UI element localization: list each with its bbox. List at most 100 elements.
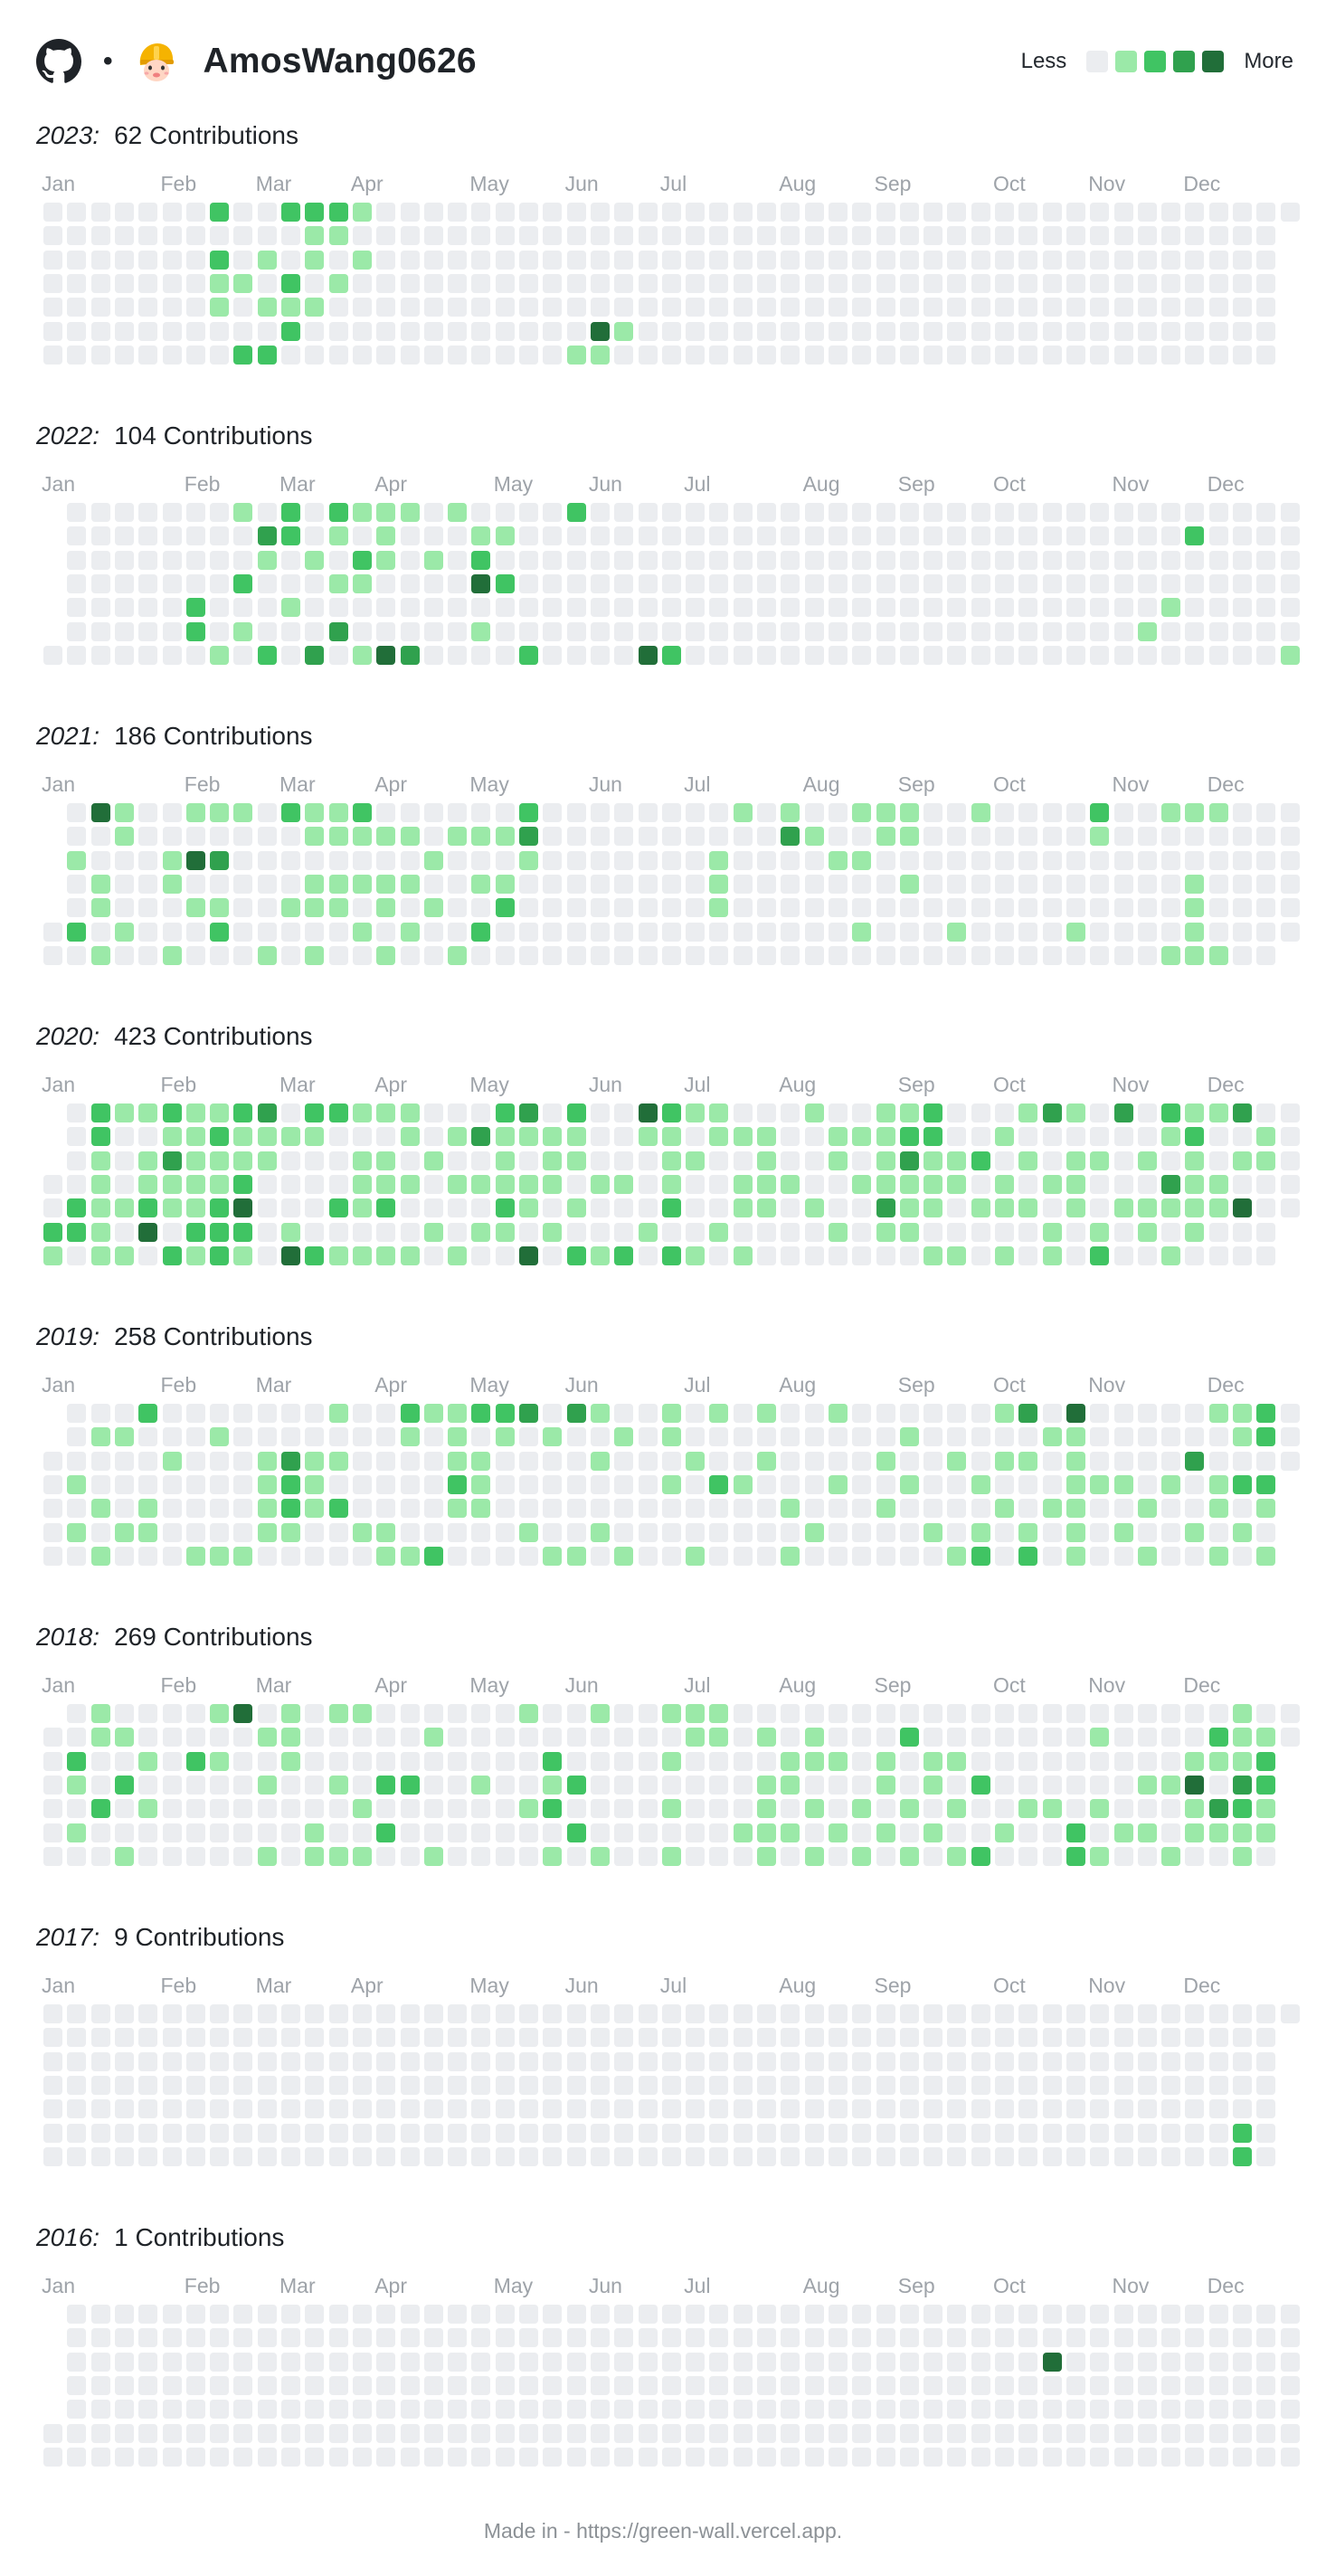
day-cell[interactable] [305, 2028, 325, 2048]
day-cell[interactable] [185, 226, 205, 246]
day-cell[interactable] [1090, 827, 1110, 847]
day-cell[interactable] [114, 1474, 134, 1494]
day-cell[interactable] [947, 2123, 967, 2143]
day-cell[interactable] [661, 2328, 681, 2348]
day-cell[interactable] [757, 1799, 776, 1819]
day-cell[interactable] [210, 298, 230, 317]
day-cell[interactable] [638, 803, 658, 822]
day-cell[interactable] [876, 1103, 895, 1122]
day-cell[interactable] [1233, 922, 1252, 942]
day-cell[interactable] [781, 345, 800, 365]
day-cell[interactable] [138, 1522, 158, 1542]
day-cell[interactable] [257, 1404, 277, 1423]
day-cell[interactable] [162, 1474, 182, 1494]
day-cell[interactable] [1161, 273, 1181, 293]
day-cell[interactable] [899, 2423, 919, 2443]
day-cell[interactable] [543, 2123, 563, 2143]
day-cell[interactable] [43, 1198, 62, 1218]
day-cell[interactable] [305, 1823, 325, 1842]
day-cell[interactable] [519, 1451, 538, 1471]
day-cell[interactable] [757, 345, 776, 365]
day-cell[interactable] [733, 1245, 753, 1265]
day-cell[interactable] [328, 1427, 348, 1447]
day-cell[interactable] [114, 803, 134, 822]
day-cell[interactable] [852, 621, 872, 641]
day-cell[interactable] [138, 850, 158, 870]
day-cell[interactable] [1137, 2028, 1157, 2048]
day-cell[interactable] [210, 2004, 230, 2023]
day-cell[interactable] [995, 2099, 1014, 2119]
day-cell[interactable] [67, 1846, 87, 1866]
day-cell[interactable] [733, 1151, 753, 1170]
day-cell[interactable] [828, 2028, 848, 2048]
day-cell[interactable] [162, 2423, 182, 2443]
day-cell[interactable] [1280, 203, 1300, 222]
day-cell[interactable] [1233, 1404, 1252, 1423]
day-cell[interactable] [1208, 2099, 1228, 2119]
day-cell[interactable] [423, 1704, 443, 1723]
day-cell[interactable] [923, 2375, 943, 2395]
day-cell[interactable] [995, 621, 1014, 641]
day-cell[interactable] [1090, 2146, 1110, 2166]
day-cell[interactable] [876, 1474, 895, 1494]
day-cell[interactable] [90, 1222, 110, 1242]
day-cell[interactable] [352, 1522, 372, 1542]
day-cell[interactable] [376, 1474, 396, 1494]
day-cell[interactable] [1113, 298, 1133, 317]
day-cell[interactable] [638, 1151, 658, 1170]
day-cell[interactable] [471, 203, 491, 222]
day-cell[interactable] [448, 1522, 468, 1542]
day-cell[interactable] [185, 573, 205, 593]
day-cell[interactable] [781, 1222, 800, 1242]
day-cell[interactable] [495, 250, 515, 270]
day-cell[interactable] [566, 922, 586, 942]
day-cell[interactable] [328, 2028, 348, 2048]
day-cell[interactable] [638, 345, 658, 365]
day-cell[interactable] [1185, 922, 1205, 942]
day-cell[interactable] [352, 2328, 372, 2348]
day-cell[interactable] [305, 2099, 325, 2119]
day-cell[interactable] [1113, 1546, 1133, 1566]
day-cell[interactable] [709, 526, 729, 546]
day-cell[interactable] [733, 1775, 753, 1795]
day-cell[interactable] [352, 1127, 372, 1147]
day-cell[interactable] [90, 922, 110, 942]
day-cell[interactable] [352, 1222, 372, 1242]
day-cell[interactable] [757, 1546, 776, 1566]
day-cell[interactable] [114, 2075, 134, 2095]
day-cell[interactable] [971, 1799, 990, 1819]
day-cell[interactable] [781, 550, 800, 570]
day-cell[interactable] [876, 1546, 895, 1566]
day-cell[interactable] [352, 2051, 372, 2071]
day-cell[interactable] [281, 1404, 300, 1423]
day-cell[interactable] [138, 945, 158, 965]
day-cell[interactable] [1256, 1522, 1276, 1542]
day-cell[interactable] [281, 621, 300, 641]
day-cell[interactable] [138, 1198, 158, 1218]
day-cell[interactable] [138, 1222, 158, 1242]
day-cell[interactable] [804, 2099, 824, 2119]
day-cell[interactable] [686, 1522, 706, 1542]
day-cell[interactable] [1042, 2075, 1062, 2095]
day-cell[interactable] [210, 2075, 230, 2095]
day-cell[interactable] [1042, 1522, 1062, 1542]
day-cell[interactable] [233, 827, 253, 847]
day-cell[interactable] [67, 1522, 87, 1542]
day-cell[interactable] [471, 1404, 491, 1423]
day-cell[interactable] [971, 922, 990, 942]
day-cell[interactable] [614, 1198, 634, 1218]
day-cell[interactable] [733, 550, 753, 570]
day-cell[interactable] [947, 573, 967, 593]
day-cell[interactable] [1233, 1174, 1252, 1194]
day-cell[interactable] [400, 2099, 420, 2119]
day-cell[interactable] [995, 1222, 1014, 1242]
day-cell[interactable] [781, 273, 800, 293]
day-cell[interactable] [1185, 1474, 1205, 1494]
day-cell[interactable] [1233, 1499, 1252, 1519]
day-cell[interactable] [210, 1474, 230, 1494]
day-cell[interactable] [686, 2099, 706, 2119]
day-cell[interactable] [43, 1728, 62, 1747]
day-cell[interactable] [566, 2004, 586, 2023]
day-cell[interactable] [519, 2375, 538, 2395]
day-cell[interactable] [1137, 298, 1157, 317]
